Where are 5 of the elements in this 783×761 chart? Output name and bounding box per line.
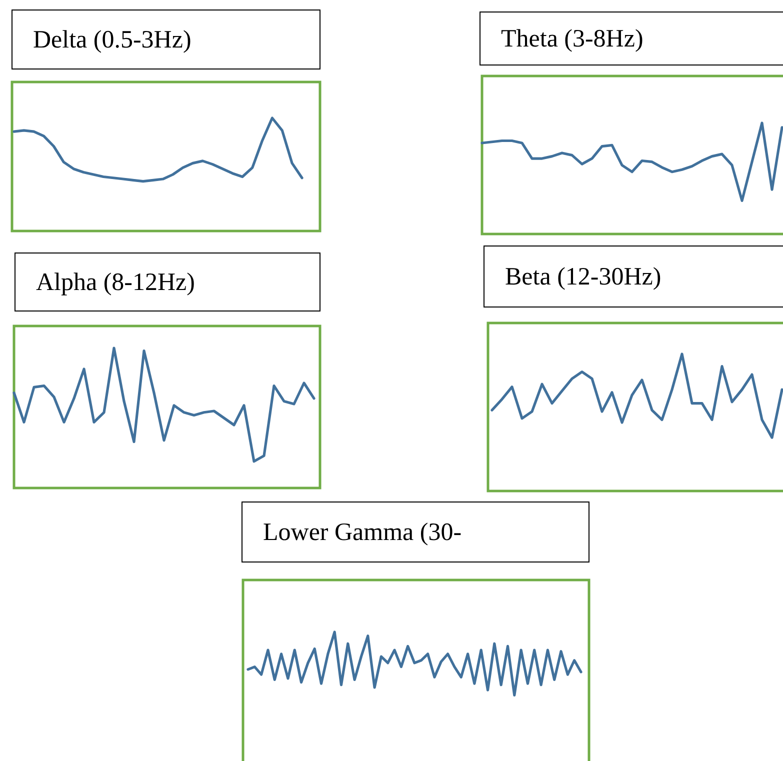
chart-title: Beta (12-30Hz) xyxy=(505,264,662,290)
chart-title: Lower Gamma (30- xyxy=(263,519,462,546)
chart-title: Theta (3-8Hz) xyxy=(501,26,644,52)
chart-title: Alpha (8-12Hz) xyxy=(36,269,195,296)
chart-title: Delta (0.5-3Hz) xyxy=(33,26,192,54)
